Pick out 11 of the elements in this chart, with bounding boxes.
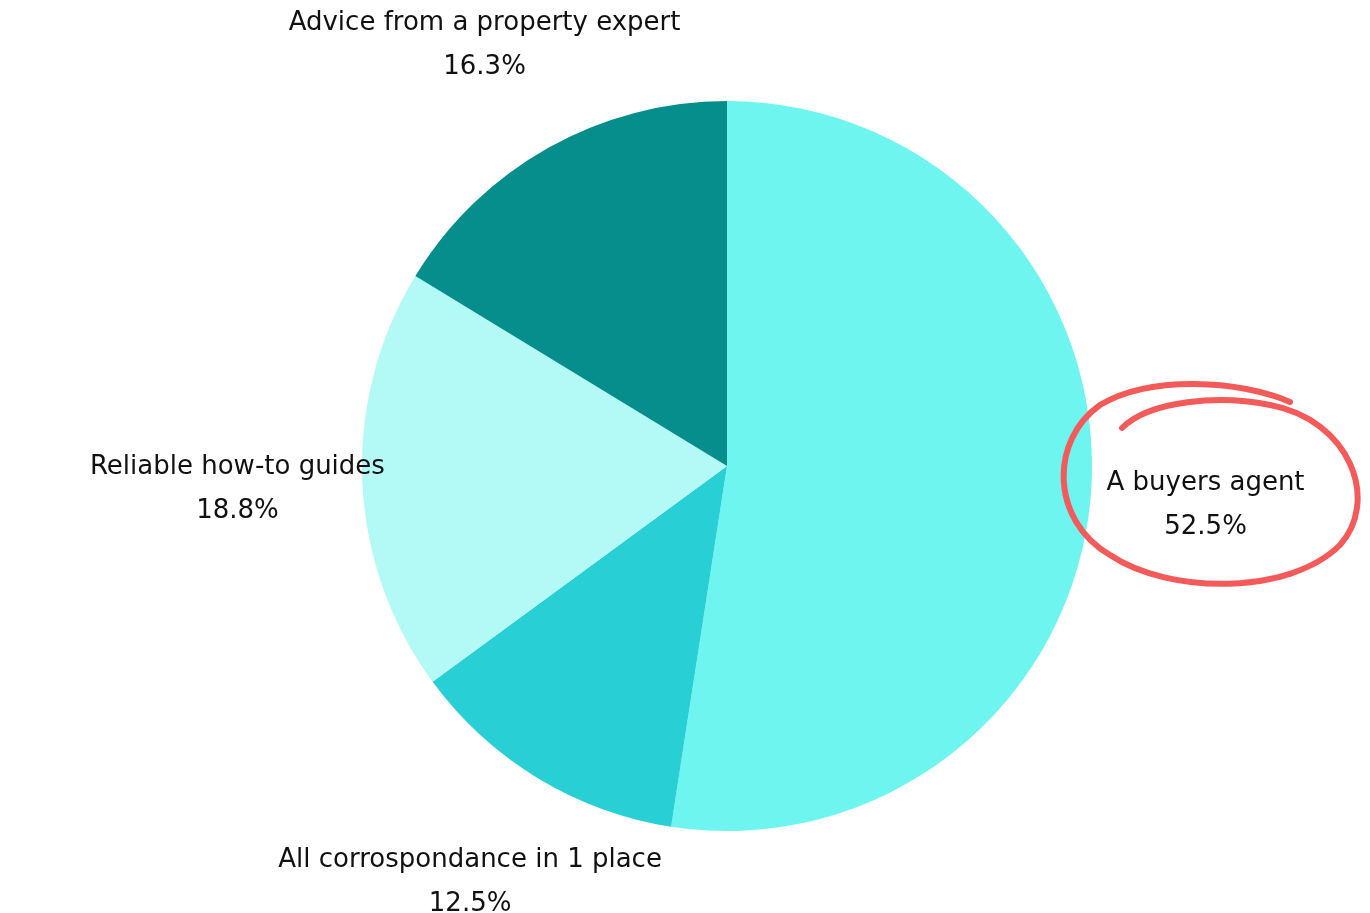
slice-label: Advice from a property expert [288, 6, 681, 37]
data-label: 12.5% [428, 887, 512, 913]
slice-label: All corrospondance in 1 place [278, 843, 662, 874]
data-label: 52.5% [1164, 510, 1247, 541]
pie-slice [415, 101, 727, 466]
slice-label: A buyers agent [1106, 466, 1305, 497]
pie-slice [671, 101, 1092, 831]
data-label: 16.3% [443, 50, 526, 81]
slice-label: Reliable how-to guides [89, 449, 385, 480]
pie-slice [432, 466, 727, 827]
data-label: 18.8% [196, 493, 279, 524]
